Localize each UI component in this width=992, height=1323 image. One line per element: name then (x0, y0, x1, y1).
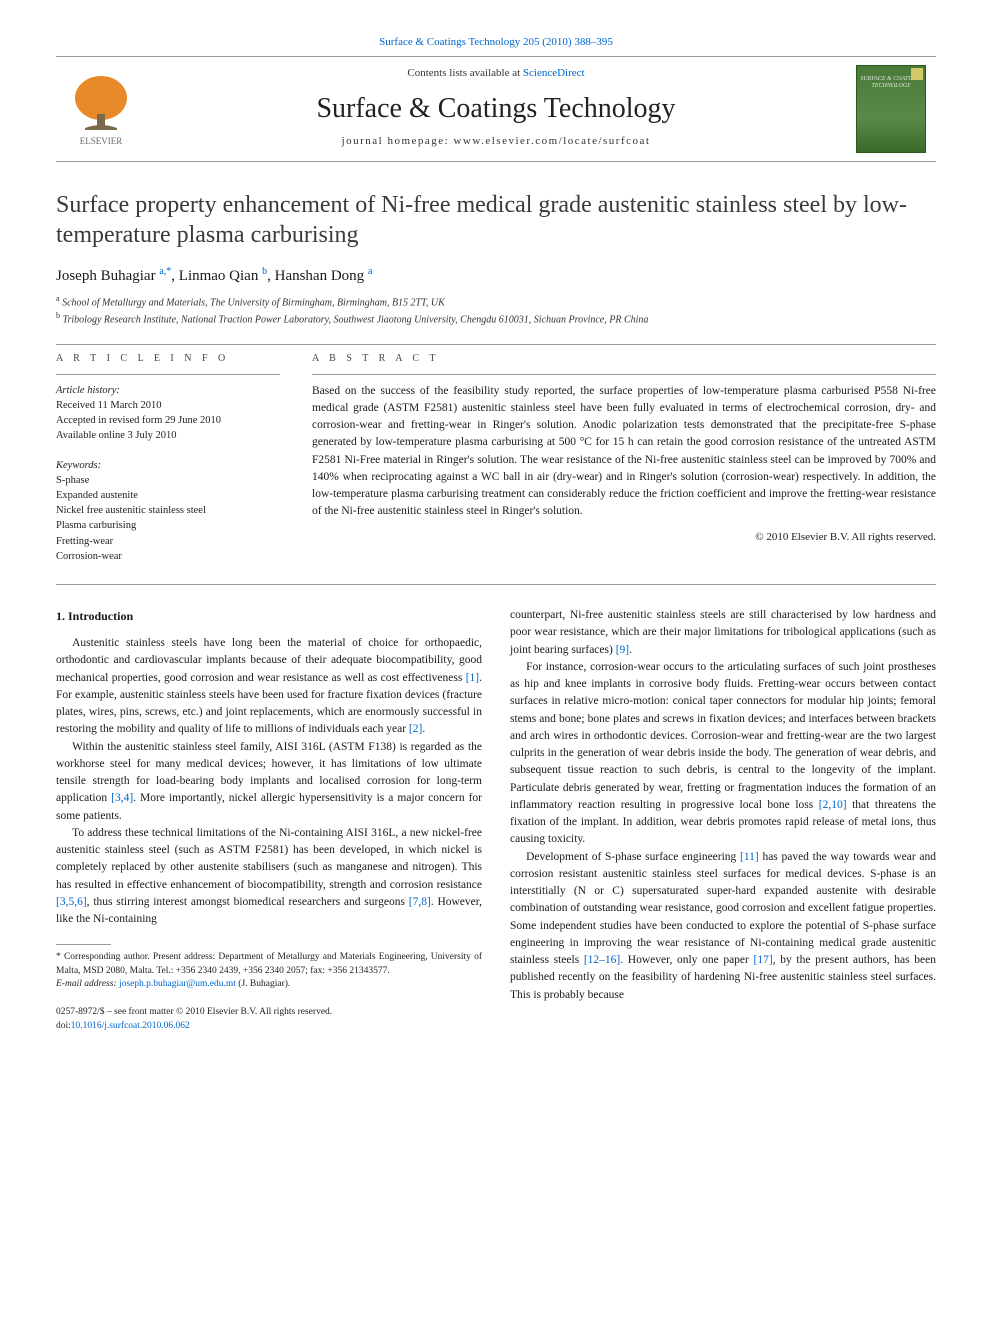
history-received: Received 11 March 2010 (56, 398, 280, 413)
email-label: E-mail address: (56, 979, 119, 989)
front-matter-text: 0257-8972/$ – see front matter © 2010 El… (56, 1005, 482, 1019)
article-title: Surface property enhancement of Ni-free … (56, 190, 936, 250)
journal-cover-thumb: SURFACE & COATINGS TECHNOLOGY (856, 65, 926, 153)
homepage-url: www.elsevier.com/locate/surfcoat (453, 135, 650, 147)
intro-heading: 1. Introduction (56, 607, 482, 625)
keyword-1: Expanded austenite (56, 488, 280, 503)
rule-info-1 (56, 374, 280, 375)
body-p6: Development of S-phase surface engineeri… (510, 849, 936, 1004)
article-info-col: A R T I C L E I N F O Article history: R… (56, 353, 280, 564)
authors-line: Joseph Buhagiar a,*, Linmao Qian b, Hans… (56, 266, 936, 285)
front-matter-line: 0257-8972/$ – see front matter © 2010 El… (56, 1005, 482, 1034)
contents-prefix: Contents lists available at (407, 67, 522, 79)
keyword-0: S-phase (56, 473, 280, 488)
keyword-5: Corrosion-wear (56, 549, 280, 564)
history-online: Available online 3 July 2010 (56, 428, 280, 443)
history-label: Article history: (56, 383, 280, 398)
keyword-2: Nickel free austenitic stainless steel (56, 503, 280, 518)
keywords-label: Keywords: (56, 458, 280, 473)
publisher-logo-box: ELSEVIER (56, 57, 146, 161)
cover-thumb-box: SURFACE & COATINGS TECHNOLOGY (846, 57, 936, 161)
contents-line: Contents lists available at ScienceDirec… (146, 67, 846, 79)
article-info-heading: A R T I C L E I N F O (56, 353, 280, 364)
homepage-prefix: journal homepage: (342, 135, 454, 147)
email-line: E-mail address: joseph.p.buhagiar@um.edu… (56, 978, 482, 991)
doi-link[interactable]: 10.1016/j.surfcoat.2010.06.062 (71, 1021, 190, 1031)
rule-abstract (312, 374, 936, 375)
keyword-3: Plasma carburising (56, 518, 280, 533)
abstract-heading: A B S T R A C T (312, 353, 936, 364)
header-citation: Surface & Coatings Technology 205 (2010)… (56, 36, 936, 48)
rule-below-abstract (56, 584, 936, 585)
affiliations: a School of Metallurgy and Materials, Th… (56, 293, 936, 328)
rule-above-info (56, 344, 936, 345)
body-p4: counterpart, Ni-free austenitic stainles… (510, 607, 936, 659)
info-abstract-row: A R T I C L E I N F O Article history: R… (56, 353, 936, 564)
body-p5: For instance, corrosion-wear occurs to t… (510, 659, 936, 849)
affiliation-b: b Tribology Research Institute, National… (56, 310, 936, 327)
body-columns: 1. Introduction Austenitic stainless ste… (56, 607, 936, 1034)
email-suffix: (J. Buhagiar). (236, 979, 290, 989)
column-footer: * Corresponding author. Present address:… (56, 944, 482, 1033)
abstract-copyright: © 2010 Elsevier B.V. All rights reserved… (312, 531, 936, 543)
elsevier-tree-logo: ELSEVIER (65, 70, 137, 148)
footnotes: * Corresponding author. Present address:… (56, 951, 482, 991)
abstract-col: A B S T R A C T Based on the success of … (312, 353, 936, 564)
email-link[interactable]: joseph.p.buhagiar@um.edu.mt (119, 979, 236, 989)
footnote-rule (56, 944, 111, 945)
keyword-4: Fretting-wear (56, 534, 280, 549)
cover-corner-icon (911, 68, 923, 80)
doi-line: doi:10.1016/j.surfcoat.2010.06.062 (56, 1019, 482, 1033)
history-accepted: Accepted in revised form 29 June 2010 (56, 413, 280, 428)
abstract-text: Based on the success of the feasibility … (312, 383, 936, 521)
body-p3: To address these technical limitations o… (56, 825, 482, 929)
elsevier-wordmark: ELSEVIER (80, 136, 123, 146)
affiliation-a: a School of Metallurgy and Materials, Th… (56, 293, 936, 310)
body-p2: Within the austenitic stainless steel fa… (56, 739, 482, 825)
history-block: Article history: Received 11 March 2010 … (56, 383, 280, 564)
banner-center: Contents lists available at ScienceDirec… (146, 57, 846, 161)
journal-banner: ELSEVIER Contents lists available at Sci… (56, 56, 936, 162)
homepage-line: journal homepage: www.elsevier.com/locat… (146, 135, 846, 147)
corresponding-author-note: * Corresponding author. Present address:… (56, 951, 482, 978)
journal-name: Surface & Coatings Technology (146, 93, 846, 125)
sciencedirect-link[interactable]: ScienceDirect (523, 67, 585, 79)
body-p1: Austenitic stainless steels have long be… (56, 635, 482, 739)
citation-link[interactable]: Surface & Coatings Technology 205 (2010)… (379, 36, 613, 48)
